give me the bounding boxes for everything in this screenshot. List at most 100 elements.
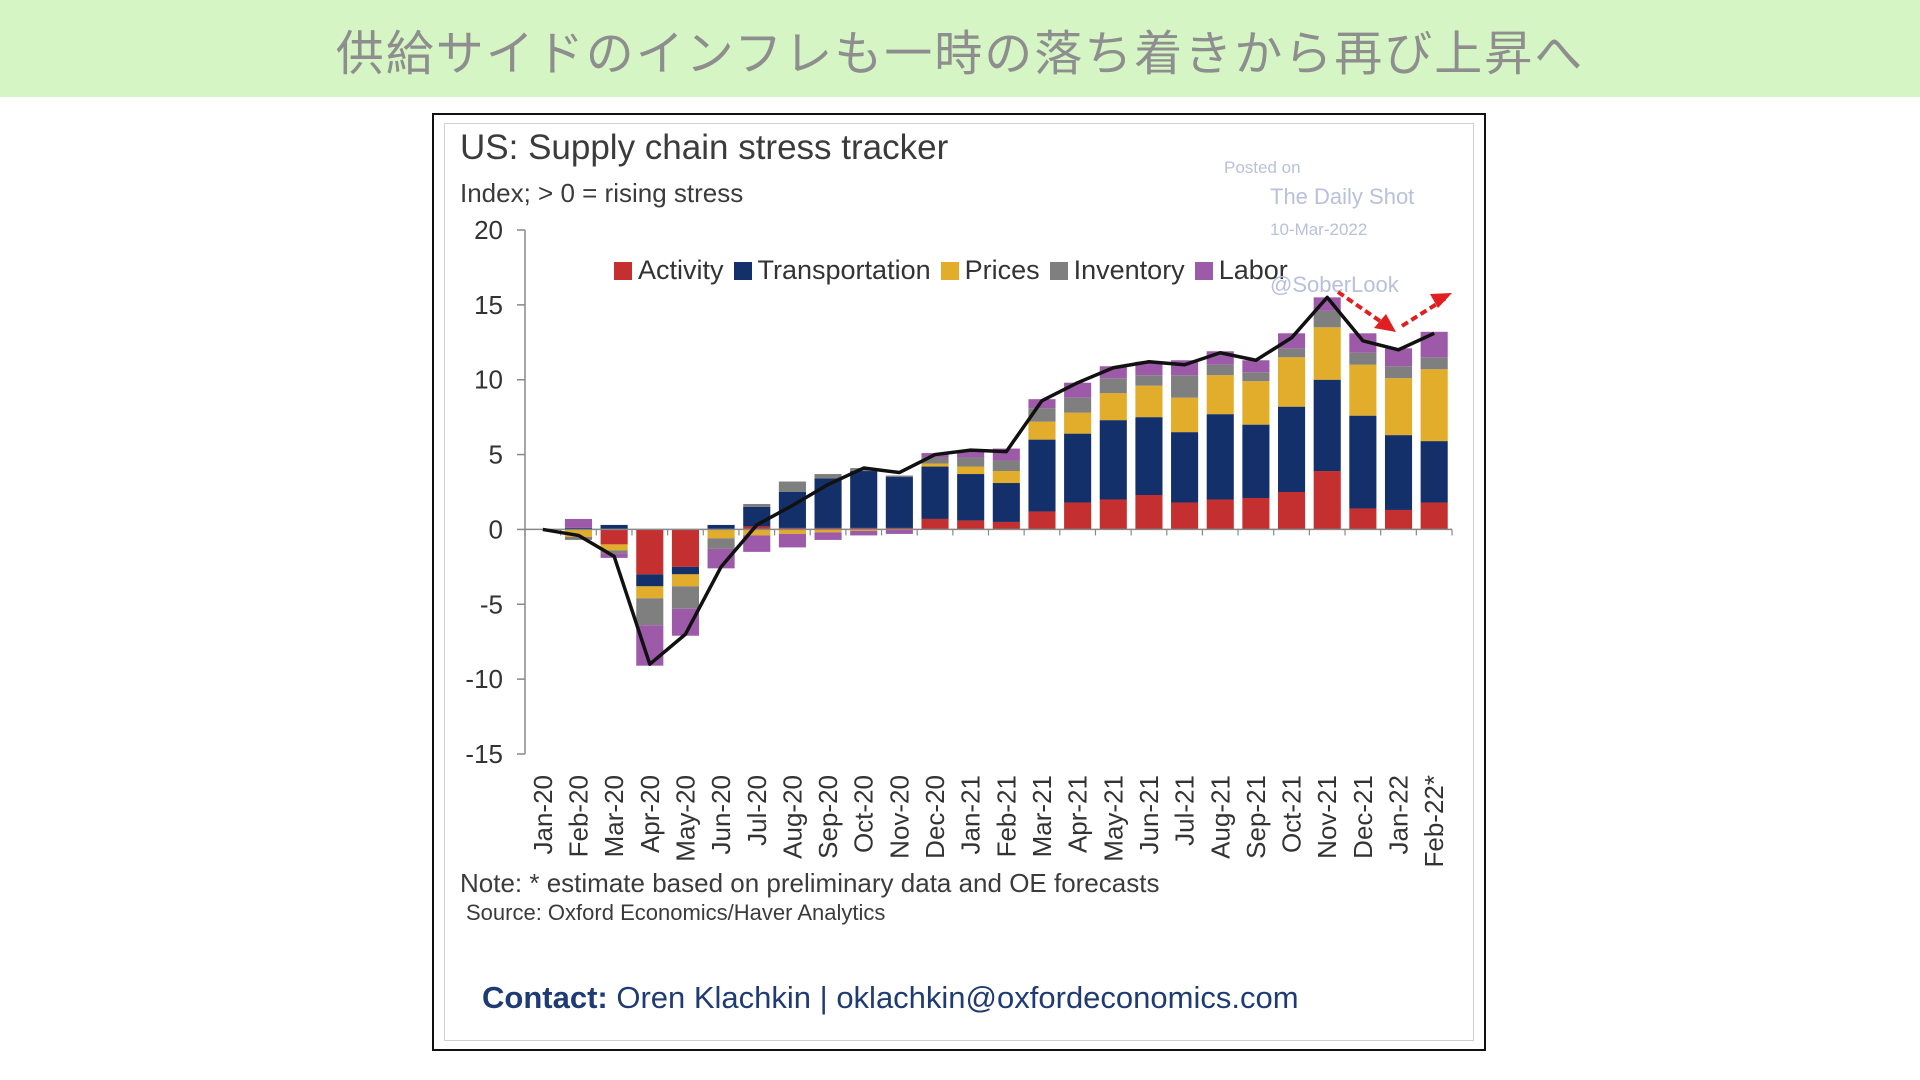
bar-labor — [850, 530, 878, 536]
bar-transportation — [1313, 379, 1341, 472]
bar-prices — [1206, 375, 1234, 415]
bar-activity — [957, 520, 985, 530]
bar-inventory — [1242, 372, 1270, 382]
bar-prices — [957, 466, 985, 475]
bar-transportation — [600, 524, 628, 530]
bar-activity — [1349, 508, 1377, 530]
bar-transportation — [1278, 406, 1306, 492]
legend-swatch-labor — [1194, 261, 1213, 280]
bar-inventory — [600, 550, 628, 554]
bar-labor — [1064, 382, 1092, 398]
bar-labor — [1384, 348, 1413, 367]
bar-inventory — [1206, 364, 1234, 376]
chart-frame — [432, 113, 1486, 1051]
y-tick-label: 0 — [489, 514, 503, 544]
y-tick-label: 10 — [474, 365, 503, 395]
bar-inventory — [1278, 348, 1306, 358]
bar-transportation — [1135, 417, 1163, 495]
contact-label: Contact: — [482, 980, 608, 1015]
x-tick-label: Jun-21 — [1134, 775, 1164, 855]
bar-transportation — [671, 566, 699, 575]
bar-inventory — [564, 536, 593, 540]
bar-prices — [1099, 393, 1127, 421]
bar-inventory — [1384, 366, 1413, 379]
x-tick-label: Nov-20 — [884, 775, 914, 859]
bar-inventory — [1349, 352, 1377, 365]
bar-activity — [600, 529, 628, 545]
x-tick-label: Apr-20 — [635, 775, 665, 853]
bar-activity — [743, 526, 771, 530]
x-tick-label: Mar-20 — [599, 775, 629, 857]
chart-title: US: Supply chain stress tracker — [460, 128, 949, 167]
bar-activity — [1099, 499, 1127, 530]
bar-prices — [992, 471, 1020, 484]
bar-inventory — [1171, 375, 1199, 398]
x-tick-label: Dec-21 — [1348, 775, 1378, 859]
chart-subtitle: Index; > 0 = rising stress — [460, 178, 744, 208]
bar-labor — [564, 518, 593, 528]
bar-activity — [636, 529, 664, 575]
bar-transportation — [1028, 439, 1056, 512]
legend-item-activity: Activity — [614, 255, 724, 286]
legend-item-inventory: Inventory — [1049, 255, 1185, 286]
y-tick-label: 5 — [489, 440, 503, 470]
bar-inventory — [743, 503, 771, 507]
bar-inventory — [814, 474, 842, 479]
bar-prices — [921, 463, 949, 467]
x-tick-label: Jan-21 — [956, 775, 986, 855]
bar-prices — [1313, 327, 1341, 380]
bar-transportation — [1384, 435, 1413, 510]
bar-prices — [1064, 412, 1092, 434]
chart-legend: Activity Transportation Prices Inventory… — [614, 255, 1298, 286]
y-tick-label: -5 — [480, 589, 503, 619]
bar-labor — [957, 451, 985, 458]
x-tick-label: May-20 — [670, 775, 700, 862]
bar-inventory — [1099, 378, 1127, 394]
x-tick-label: Jul-20 — [742, 775, 772, 846]
bar-inventory — [1064, 397, 1092, 413]
bar-transportation — [1171, 432, 1199, 503]
bar-inventory — [921, 457, 949, 464]
x-tick-label: Sep-21 — [1241, 775, 1271, 859]
bar-activity — [1242, 497, 1270, 530]
bar-inventory — [957, 457, 985, 467]
bar-transportation — [957, 474, 985, 521]
bar-prices — [1171, 397, 1199, 433]
legend-swatch-activity — [614, 261, 632, 280]
banner-title: 供給サイドのインフレも一時の落ち着きから再び上昇へ — [335, 25, 1585, 82]
x-tick-label: Jan-20 — [528, 775, 558, 855]
y-tick-label: -15 — [465, 739, 503, 769]
y-tick-label: 20 — [474, 215, 503, 245]
bar-transportation — [1420, 441, 1448, 503]
bar-activity — [1064, 502, 1092, 530]
bar-activity — [1135, 494, 1163, 530]
bar-prices — [814, 529, 842, 533]
legend-label-inventory: Inventory — [1073, 255, 1185, 285]
bar-prices — [1384, 378, 1413, 436]
bar-inventory — [778, 481, 806, 492]
bar-prices — [671, 574, 699, 587]
bar-activity — [1313, 471, 1341, 530]
bar-prices — [707, 529, 735, 539]
legend-swatch-prices — [940, 261, 959, 280]
x-tick-label: Feb-21 — [991, 775, 1021, 857]
bar-labor — [707, 548, 735, 569]
bar-transportation — [885, 477, 913, 528]
bar-prices — [1278, 357, 1306, 407]
bar-inventory — [885, 475, 913, 478]
annotation-arrowhead-up — [1430, 293, 1452, 308]
bar-transportation — [1206, 414, 1234, 500]
x-tick-label: Mar-21 — [1027, 775, 1057, 857]
bar-activity — [992, 521, 1020, 530]
contact-text: Oren Klachkin | oklachkin@oxfordeconomic… — [607, 980, 1299, 1015]
bar-labor — [992, 448, 1020, 461]
legend-item-labor: Labor — [1194, 255, 1288, 286]
x-tick-label: Jun-20 — [706, 775, 736, 855]
watermark-date: 10-Mar-2022 — [1270, 220, 1368, 239]
annotation-arrowhead-down — [1374, 314, 1396, 332]
bar-inventory — [1420, 357, 1448, 370]
bar-labor — [885, 529, 913, 534]
bar-prices — [1420, 369, 1448, 442]
bar-labor — [1420, 331, 1448, 358]
bar-transportation — [707, 524, 735, 530]
